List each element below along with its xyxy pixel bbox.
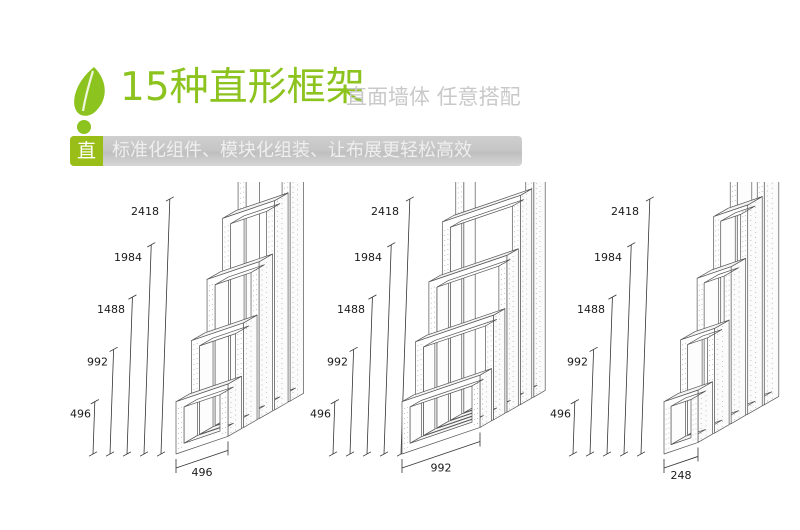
svg-text:496: 496 — [550, 408, 571, 421]
svg-text:496: 496 — [192, 466, 213, 479]
svg-text:1984: 1984 — [594, 251, 622, 264]
frame-group-496: 496 992 1488 1984 2418 496 — [58, 182, 308, 492]
frame-496 — [401, 368, 492, 455]
tagline-band: 直 标准化组件、模块化组装、让布展更轻松高效 — [70, 136, 522, 166]
svg-text:2418: 2418 — [371, 205, 399, 218]
frame-group-992: 496 992 1488 1984 2418 992 — [298, 182, 548, 492]
svg-text:248: 248 — [671, 469, 692, 482]
svg-text:992: 992 — [327, 355, 348, 368]
band-badge: 直 — [70, 136, 103, 166]
frame-992 — [415, 308, 506, 447]
page-subtitle: 直面墙体 任意搭配 — [346, 85, 521, 109]
leaf-exclamation-icon — [74, 67, 105, 134]
header: 15种直形框架 直面墙体 任意搭配 直 标准化组件、模块化组装、让布展更轻松高效 — [68, 62, 538, 172]
page-title: 15种直形框架 — [120, 65, 365, 110]
frame-496 — [175, 375, 242, 455]
svg-text:2418: 2418 — [131, 205, 159, 218]
svg-text:1984: 1984 — [354, 251, 382, 264]
svg-text:992: 992 — [567, 355, 588, 368]
frame-diagram: 496 992 1488 1984 2418 496 — [70, 182, 304, 479]
svg-text:2418: 2418 — [611, 205, 639, 218]
svg-text:496: 496 — [70, 408, 91, 421]
svg-text:992: 992 — [87, 355, 108, 368]
svg-text:1488: 1488 — [577, 303, 605, 316]
frame-496 — [663, 381, 713, 455]
svg-text:992: 992 — [431, 462, 452, 475]
svg-text:1488: 1488 — [97, 303, 125, 316]
frame-group-248: 496 992 1488 1984 2418 248 — [538, 182, 788, 492]
band-text: 标准化组件、模块化组装、让布展更轻松高效 — [112, 140, 472, 161]
frame-diagram: 496 992 1488 1984 2418 992 — [310, 182, 546, 475]
svg-text:1984: 1984 — [114, 251, 142, 264]
svg-text:496: 496 — [310, 408, 331, 421]
svg-text:1488: 1488 — [337, 303, 365, 316]
frame-diagram: 496 992 1488 1984 2418 248 — [550, 182, 780, 482]
